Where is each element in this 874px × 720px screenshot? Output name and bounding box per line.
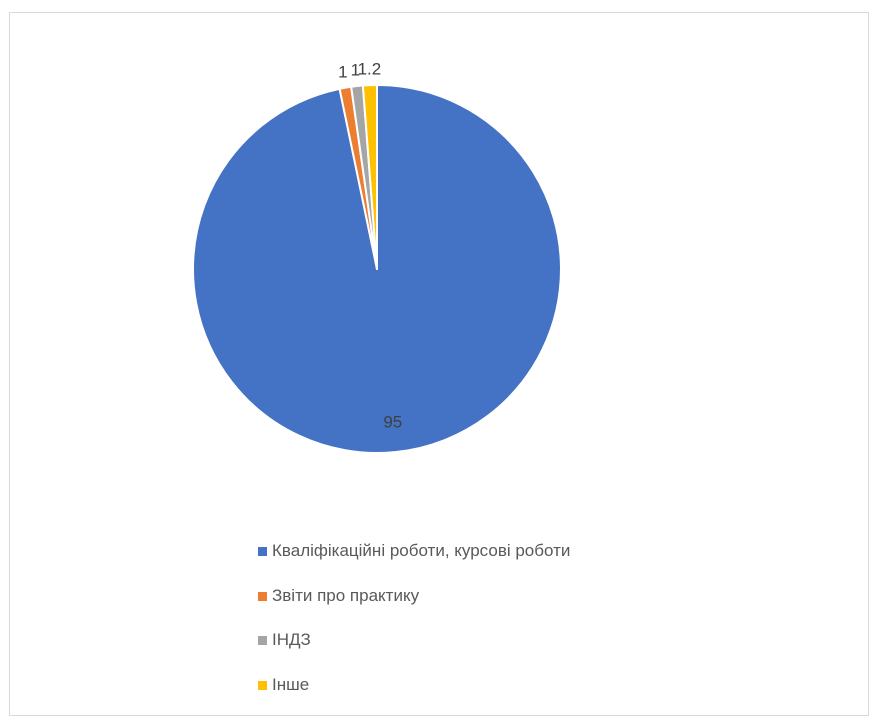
pie-slices — [193, 85, 561, 453]
legend: Кваліфікаційні роботи, курсові роботи Зв… — [258, 542, 570, 720]
legend-swatch — [258, 547, 267, 556]
legend-label: ІНДЗ — [272, 631, 311, 649]
label-practice-reports: 1 — [338, 62, 347, 81]
legend-swatch — [258, 636, 267, 645]
legend-label: Кваліфікаційні роботи, курсові роботи — [272, 542, 570, 560]
label-qualification-works: 95 — [383, 412, 402, 431]
legend-item-practice-reports[interactable]: Звіти про практику — [258, 587, 570, 632]
legend-item-indz[interactable]: ІНДЗ — [258, 631, 570, 676]
legend-swatch — [258, 592, 267, 601]
legend-item-qualification-works[interactable]: Кваліфікаційні роботи, курсові роботи — [258, 542, 570, 587]
legend-swatch — [258, 681, 267, 690]
label-other: 1.2 — [358, 60, 382, 79]
legend-label: Звіти про практику — [272, 587, 419, 605]
legend-item-other[interactable]: Інше — [258, 676, 570, 720]
legend-label: Інше — [272, 676, 309, 694]
